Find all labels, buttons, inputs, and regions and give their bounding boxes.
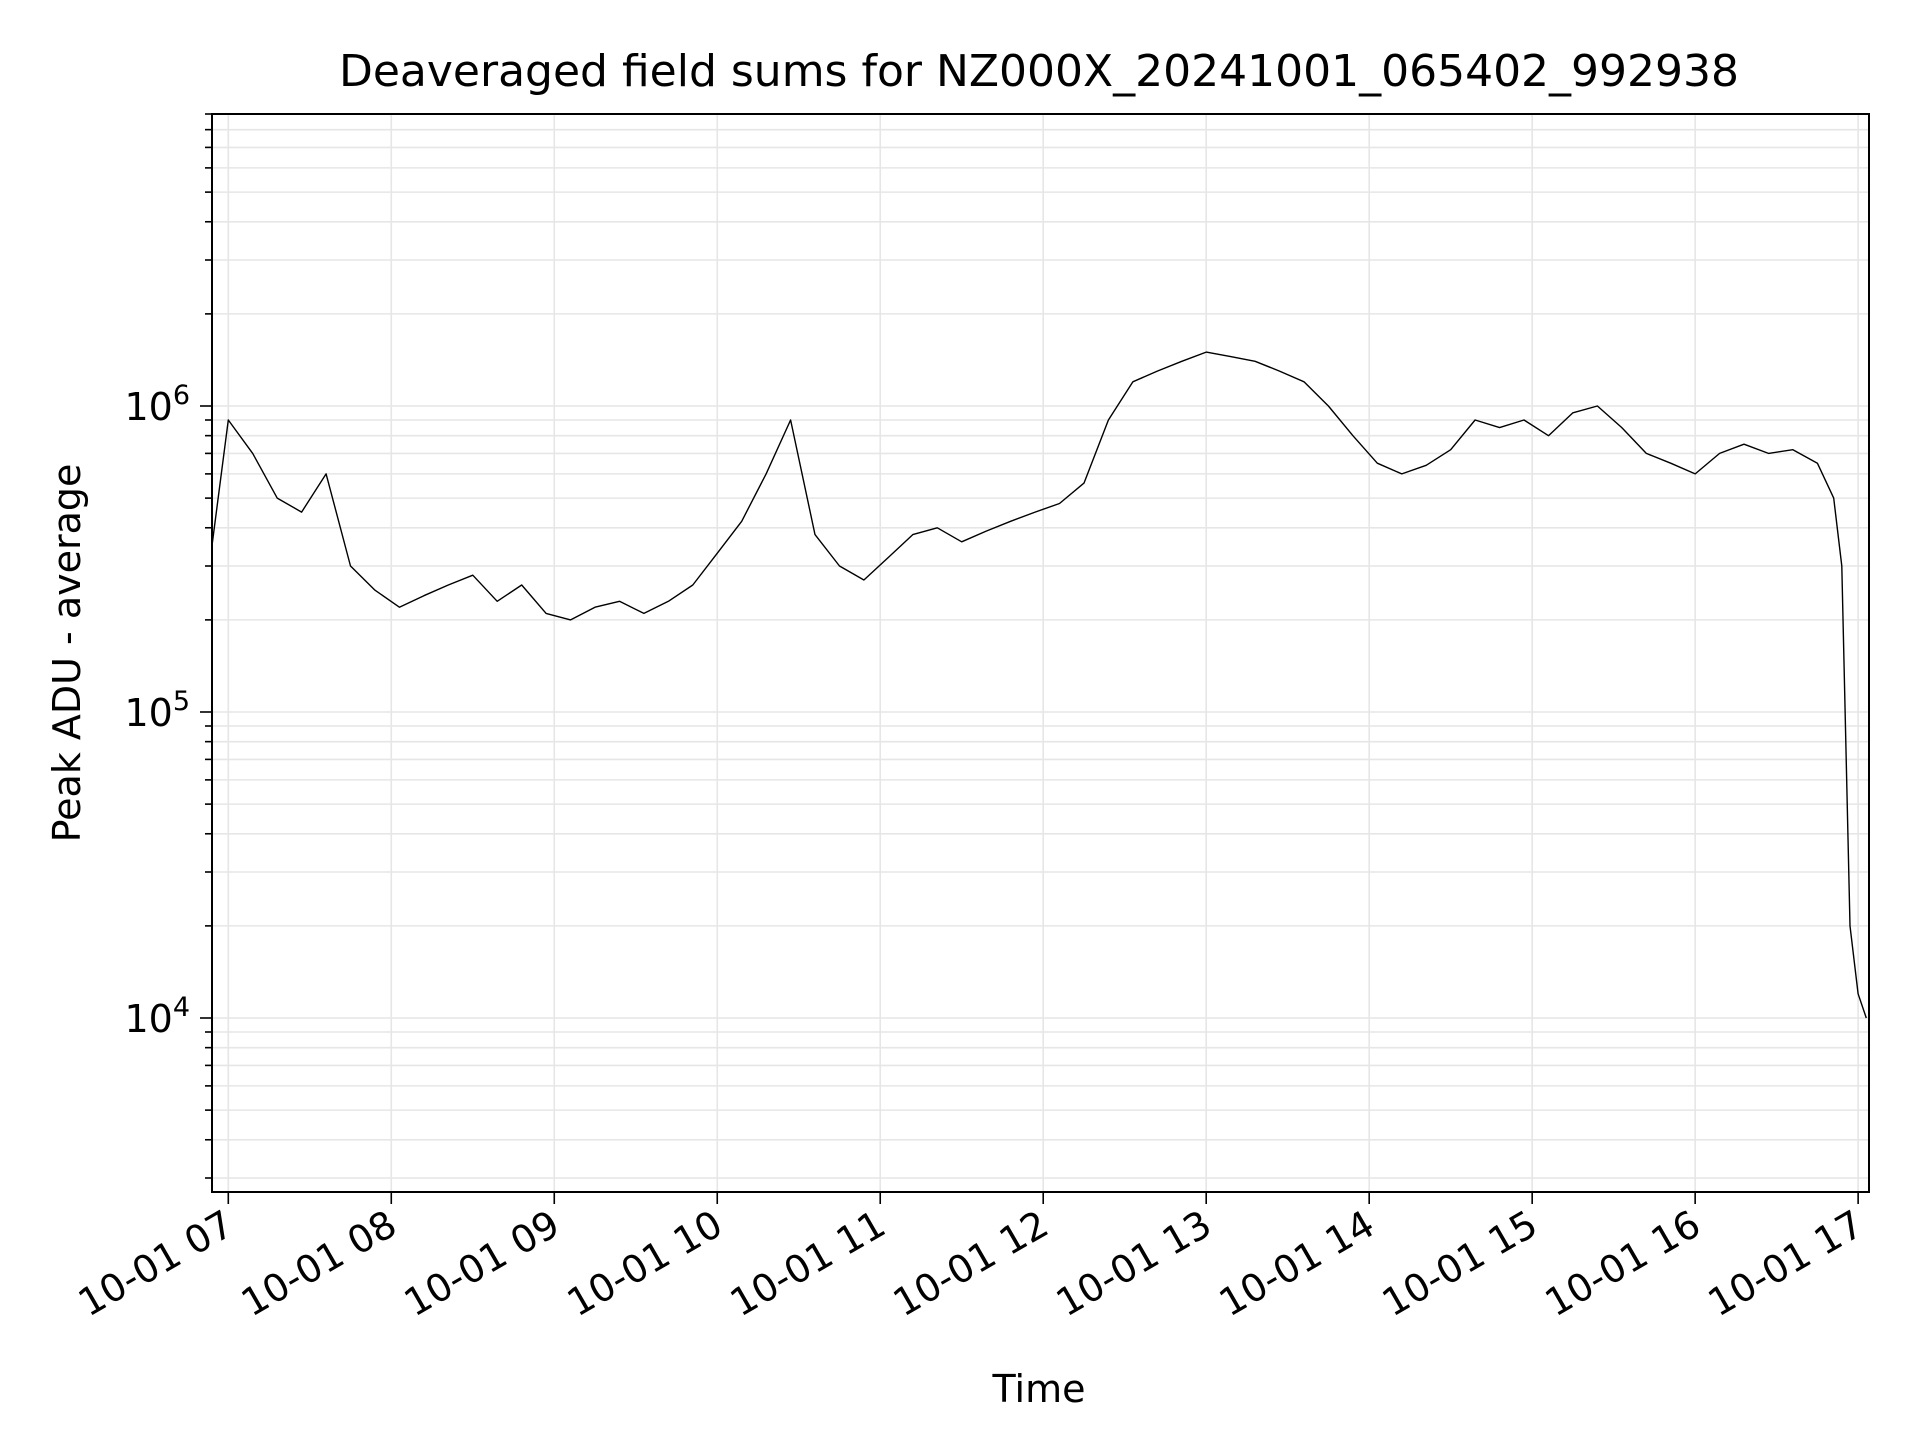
x-tick-label: 10-01 15 bbox=[1375, 1202, 1545, 1326]
y-tick-label: 104 bbox=[124, 992, 190, 1041]
x-tick-label: 10-01 14 bbox=[1212, 1202, 1382, 1326]
series-line bbox=[211, 351, 1867, 1019]
x-tick-label: 10-01 07 bbox=[71, 1202, 241, 1326]
x-tick-label: 10-01 08 bbox=[234, 1202, 404, 1326]
x-tick-label: 10-01 17 bbox=[1701, 1202, 1871, 1326]
x-tick-label: 10-01 13 bbox=[1049, 1202, 1219, 1326]
x-tick-label: 10-01 09 bbox=[397, 1202, 567, 1326]
y-tick-label: 105 bbox=[124, 686, 190, 735]
y-tick-label: 106 bbox=[124, 380, 190, 429]
x-tick-label: 10-01 11 bbox=[723, 1202, 893, 1326]
y-axis-label: Peak ADU - average bbox=[45, 464, 89, 843]
x-tick-label: 10-01 12 bbox=[886, 1202, 1056, 1326]
plot-frame bbox=[211, 113, 1870, 1193]
chart-title: Deaveraged field sums for NZ000X_2024100… bbox=[339, 46, 1739, 97]
x-tick-label: 10-01 10 bbox=[560, 1202, 730, 1326]
x-tick-label: 10-01 16 bbox=[1538, 1202, 1708, 1326]
grid bbox=[212, 113, 1869, 1192]
y-axis: 104 105 106 bbox=[124, 113, 212, 1179]
x-axis-label: Time bbox=[992, 1367, 1086, 1411]
